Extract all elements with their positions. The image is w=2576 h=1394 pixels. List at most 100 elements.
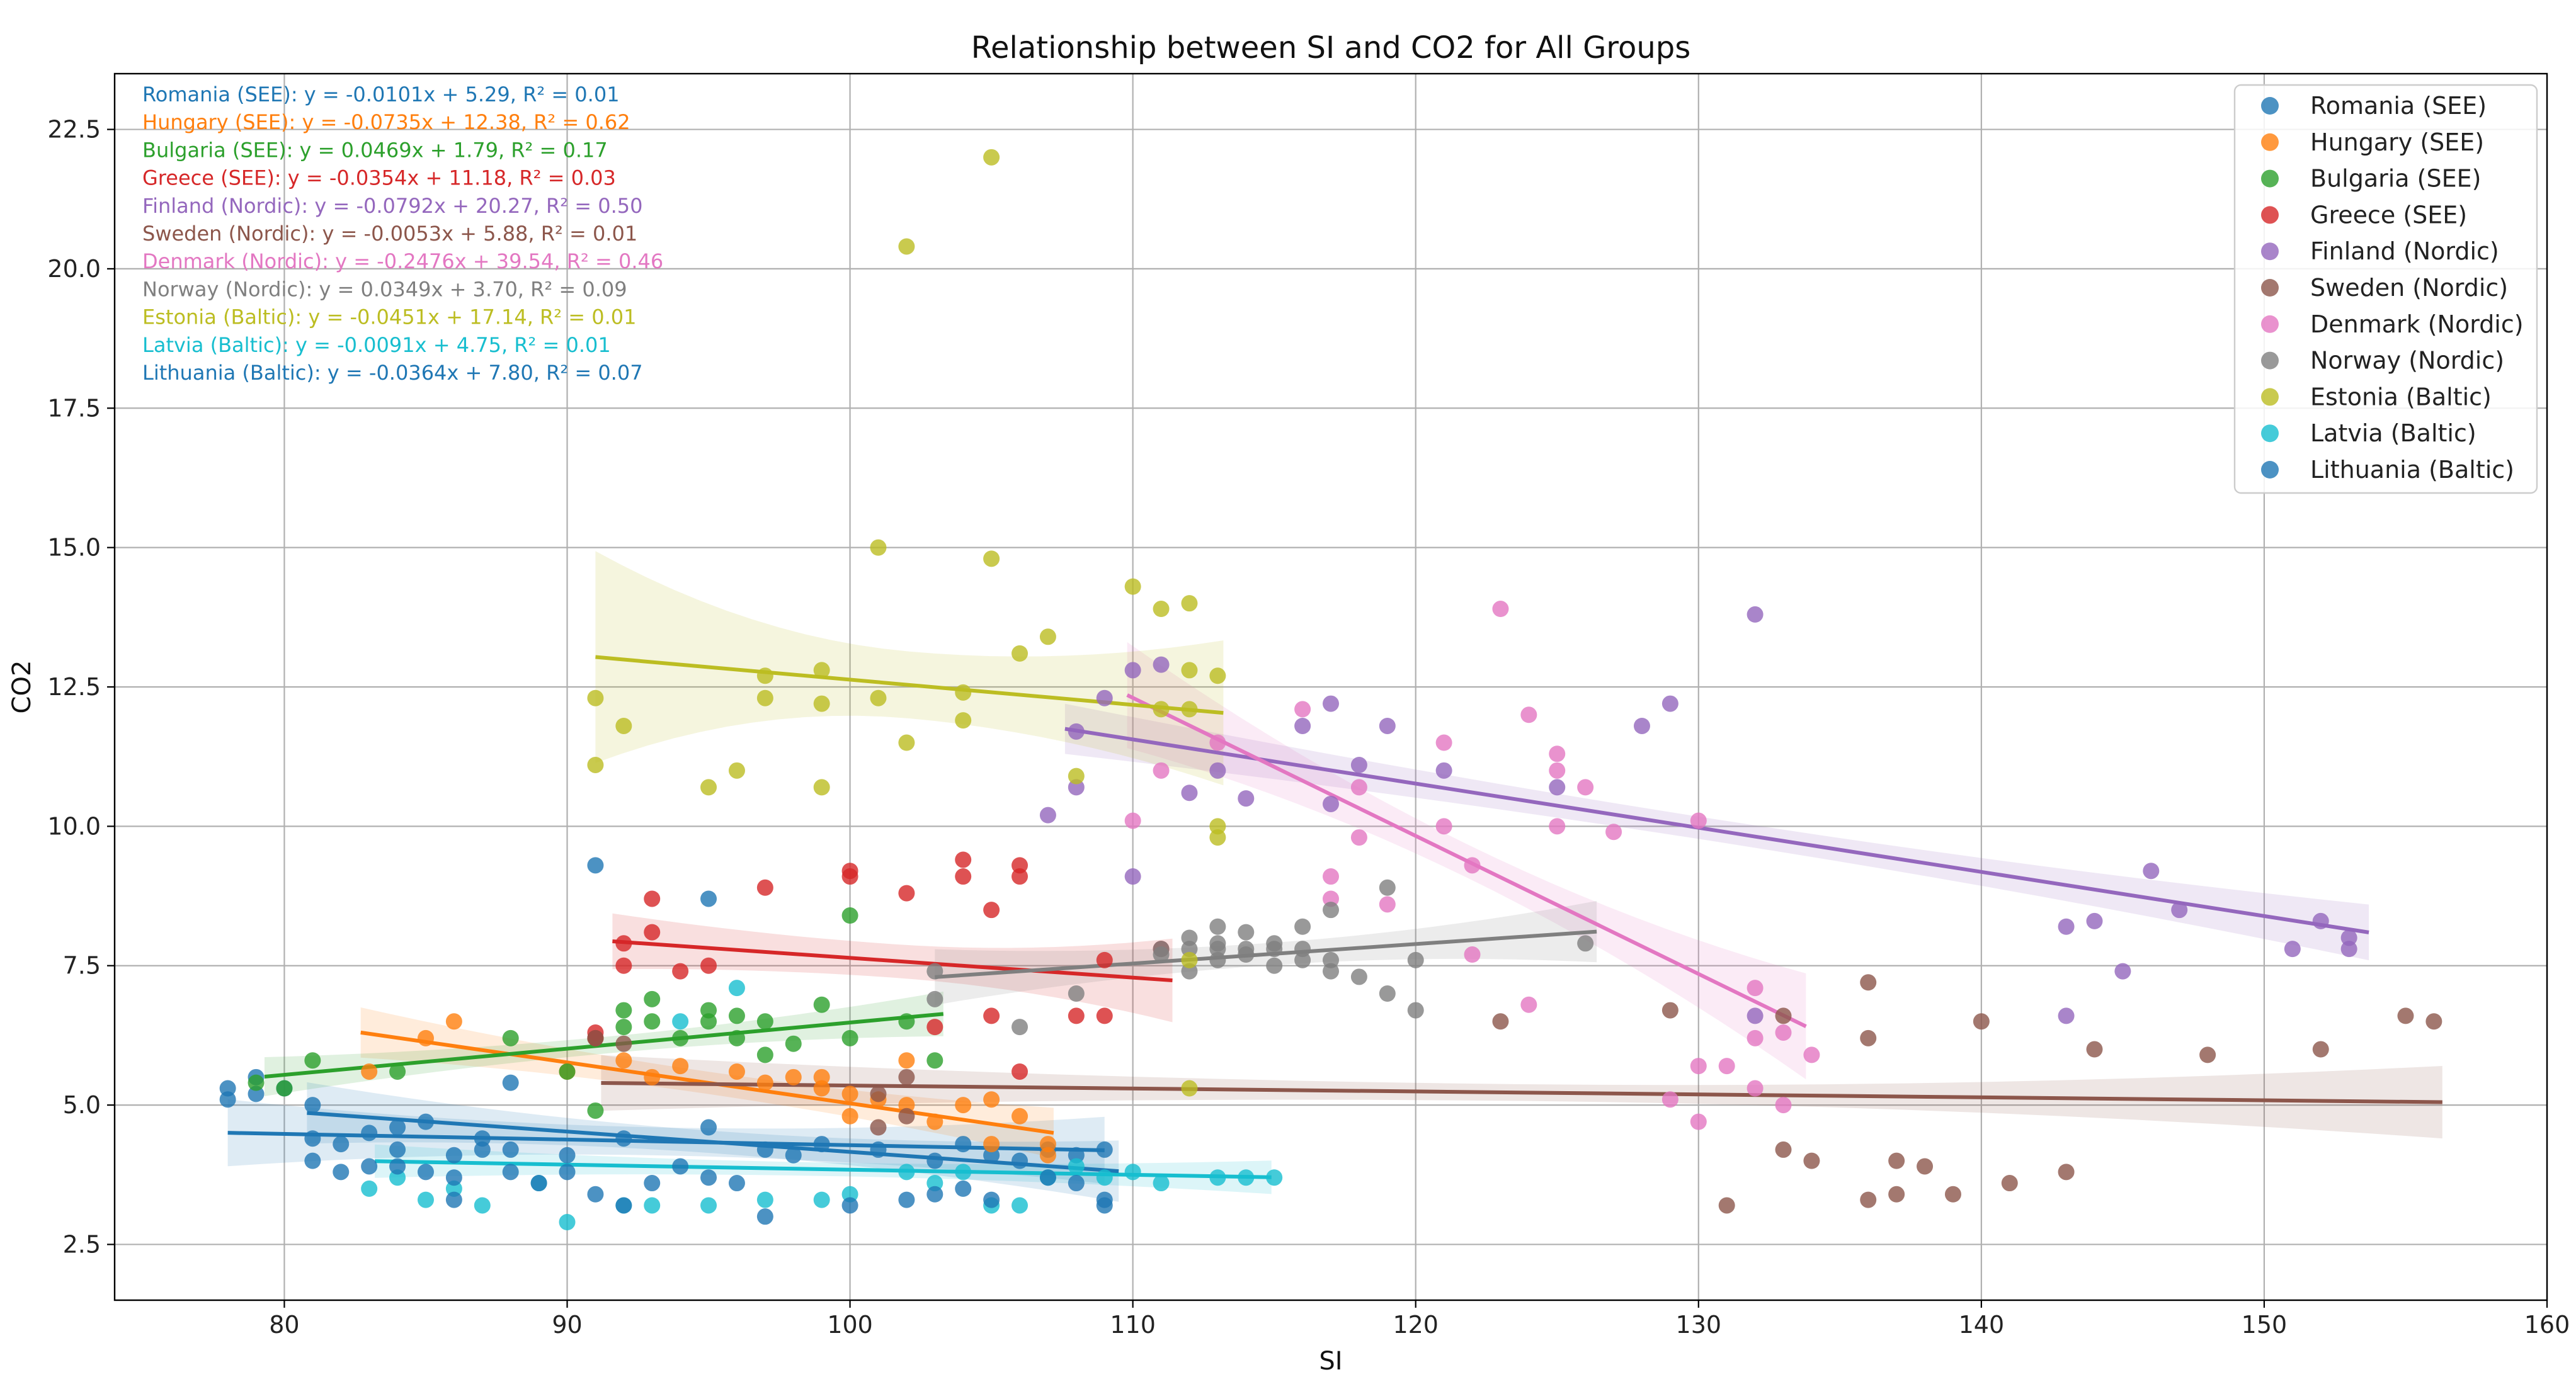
data-point [2058,1007,2075,1024]
data-point [926,1052,943,1069]
data-point [1775,1097,1792,1114]
data-point [1435,818,1452,835]
regression-line [375,1159,1272,1179]
regression-equation: Romania (SEE): y = -0.0101x + 5.29, R² =… [142,82,620,106]
data-point [1068,1175,1085,1192]
data-point [926,963,943,980]
data-point [955,684,972,701]
data-point [1153,1175,1170,1192]
data-point [587,1102,604,1119]
data-point [841,907,858,924]
legend: Romania (SEE) Hungary (SEE) Bulgaria (SEE)… [2233,84,2538,494]
data-point [1973,1013,1990,1030]
data-point [1775,1007,1792,1024]
data-point [955,712,972,729]
data-point [2199,1046,2216,1063]
data-point [1690,812,1707,829]
data-point [841,1108,858,1125]
data-point [1039,807,1056,824]
data-point [1690,1058,1707,1075]
data-point [587,1029,604,1046]
data-point [1238,924,1255,941]
data-point [1747,1007,1764,1024]
data-point [445,1169,462,1186]
data-point [785,1035,802,1052]
data-point [219,1091,236,1108]
data-point [304,1130,321,1147]
data-point [1464,857,1481,874]
legend-marker [2261,461,2279,479]
data-point [1492,601,1509,618]
data-point [1181,701,1198,718]
data-point [1350,779,1367,796]
data-point [1096,689,1113,706]
data-point [615,1002,632,1019]
regression-line [612,939,1173,983]
regression-equation: Latvia (Baltic): y = -0.0091x + 4.75, R²… [142,333,611,357]
data-point [870,539,887,556]
data-point [502,1164,519,1181]
legend-marker [2261,424,2279,443]
data-point [1633,717,1650,734]
data-point [813,1068,830,1085]
data-point [389,1141,406,1158]
data-point [644,1068,661,1085]
data-point [417,1164,434,1181]
data-point [1012,868,1029,885]
data-point [474,1197,491,1214]
data-point [276,1080,293,1097]
data-point [1209,762,1226,779]
data-point [1124,662,1141,679]
legend-marker [2261,279,2279,297]
y-tick-label: 15.0 [47,534,101,562]
x-tick-label: 120 [1393,1311,1439,1339]
data-point [1520,706,1537,723]
y-tick-label: 10.0 [47,812,101,840]
data-point [983,149,1000,166]
data-point [756,1013,773,1030]
data-point [1323,902,1339,919]
data-point [983,1136,1000,1153]
data-point [1209,818,1226,835]
data-point [813,1136,830,1153]
legend-marker [2261,133,2279,151]
legend-marker [2261,315,2279,333]
data-point [1661,1002,1678,1019]
data-point [1124,868,1141,885]
data-point [1068,768,1085,785]
confidence-band [601,1055,2442,1139]
data-point [756,1046,773,1063]
data-point [361,1125,378,1142]
data-point [1209,935,1226,952]
data-point [644,890,661,907]
data-point [1124,1164,1141,1181]
data-point [870,689,887,706]
data-point [756,1074,773,1091]
data-point [1181,662,1198,679]
regression-equation: Denmark (Nordic): y = -0.2476x + 39.54, … [142,249,663,273]
chart-title: Relationship between SI and CO2 for All … [971,30,1690,65]
x-axis-label: SI [1319,1347,1342,1376]
data-point [813,662,830,679]
data-point [1803,1152,1820,1169]
data-point [813,996,830,1013]
data-point [389,1158,406,1175]
data-point [813,695,830,712]
regression-equation: Estonia (Baltic): y = -0.0451x + 17.14, … [142,305,637,329]
data-point [1153,656,1170,673]
data-point [1350,756,1367,773]
data-point [870,1085,887,1102]
data-point [672,963,689,980]
data-point [2284,941,2301,958]
data-point [644,1175,661,1192]
data-point [530,1175,547,1192]
data-point [870,1141,887,1158]
data-point [1605,824,1622,841]
data-point [955,851,972,868]
data-point [983,902,1000,919]
data-point [587,1186,604,1203]
regression-line [595,655,1224,715]
data-point [728,762,745,779]
data-point [2058,1164,2075,1181]
x-tick-label: 100 [827,1311,873,1339]
